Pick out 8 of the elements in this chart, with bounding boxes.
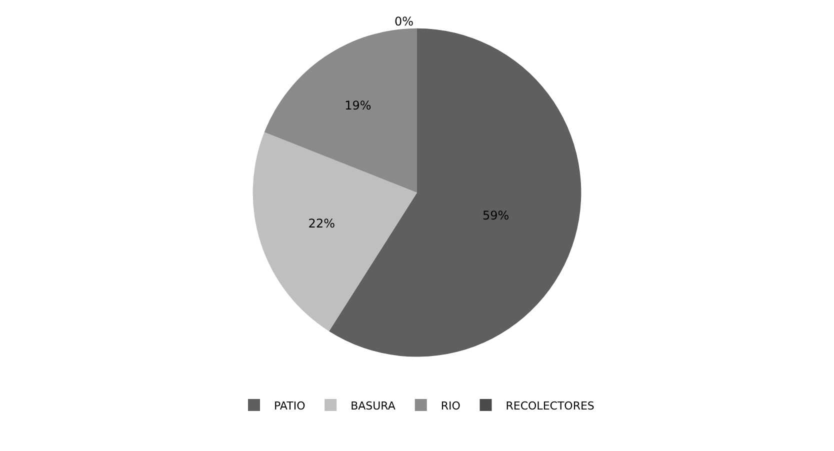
legend-label: RECOLECTORES [506,399,594,412]
data-label: 59% [482,208,510,223]
data-label: 22% [308,216,335,231]
legend-label: BASURA [350,399,396,412]
data-label: 19% [344,98,372,113]
text: 0% [394,14,414,28]
legend-label: PATIO [274,399,306,412]
legend-label: RIO [440,399,461,412]
